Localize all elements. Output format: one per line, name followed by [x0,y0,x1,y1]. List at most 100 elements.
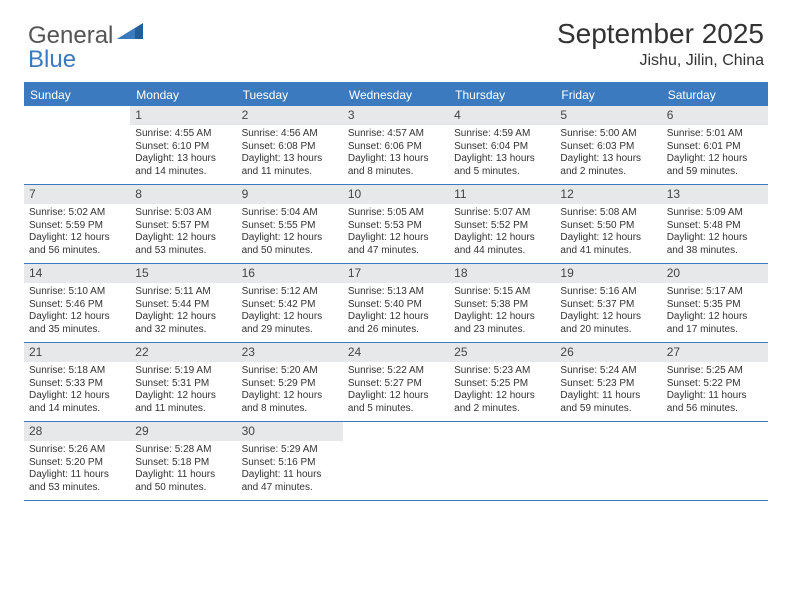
sunrise-text: Sunrise: 4:55 AM [135,128,231,141]
sunset-text: Sunset: 5:46 PM [29,299,125,312]
location: Jishu, Jilin, China [557,52,764,70]
day-cell: 7Sunrise: 5:02 AMSunset: 5:59 PMDaylight… [24,185,130,263]
daylight-text: Daylight: 11 hours and 59 minutes. [560,390,656,415]
week-row: 28 Sunrise: 5:26 AMSunset: 5:20 PM Dayligh… [24,422,768,501]
day-cell: 17Sunrise: 5:13 AMSunset: 5:40 PMDayligh… [343,264,449,342]
daylight-text: Daylight: 13 hours and 14 minutes. [135,153,231,178]
sunset-text: Sunset: 5:44 PM [135,299,231,312]
day-number: 18 [449,264,555,283]
sunrise-text: Sunrise: 5:26 AM [29,444,125,457]
day-number: 2 [237,106,343,125]
sunrise-text: Sunrise: 5:05 AM [348,207,444,220]
sunrise-text: Sunrise: 4:59 AM [454,128,550,141]
sunset-text: Sunset: 5:50 PM [560,220,656,233]
sunrise-text: Sunrise: 5:15 AM [454,286,550,299]
day-cell: 5Sunrise: 5:00 AMSunset: 6:03 PMDaylight… [555,106,661,184]
sunrise-text: Sunrise: 5:09 AM [667,207,763,220]
daylight-text: Daylight: 12 hours and 35 minutes. [29,311,125,336]
day-cell: 15 Sunrise: 5:11 AMSunset: 5:44 PMDayligh… [130,264,236,342]
day-number: 11 [449,185,555,204]
sunrise-text: Sunrise: 5:01 AM [667,128,763,141]
day-number: 1 [130,106,236,125]
dow-row: SundayMondayTuesdayWednesdayThursdayFrid… [24,84,768,106]
sunrise-text: Sunrise: 5:02 AM [29,207,125,220]
day-number: 15 [130,264,236,283]
sunrise-text: Sunrise: 5:11 AM [135,286,231,299]
day-cell: 2Sunrise: 4:56 AMSunset: 6:08 PMDaylight… [237,106,343,184]
day-cell: 12Sunrise: 5:08 AMSunset: 5:50 PMDayligh… [555,185,661,263]
day-cell: 20Sunrise: 5:17 AMSunset: 5:35 PMDayligh… [662,264,768,342]
dow-cell: Wednesday [343,84,449,106]
daylight-text: Daylight: 13 hours and 5 minutes. [454,153,550,178]
day-cell [343,422,449,500]
daylight-text: Daylight: 12 hours and 26 minutes. [348,311,444,336]
sunset-text: Sunset: 5:42 PM [242,299,338,312]
day-number: 23 [237,343,343,362]
daylight-text: Daylight: 12 hours and 50 minutes. [242,232,338,257]
day-cell: 21Sunrise: 5:18 AMSunset: 5:33 PMDayligh… [24,343,130,421]
day-number: 19 [555,264,661,283]
daylight-text: Daylight: 12 hours and 59 minutes. [667,153,763,178]
day-number: 6 [662,106,768,125]
sunrise-text: Sunrise: 5:22 AM [348,365,444,378]
day-number: 21 [24,343,130,362]
day-number: 27 [662,343,768,362]
title-block: September 2025 Jishu, Jilin, China [557,18,764,70]
day-cell: 22Sunrise: 5:19 AMSunset: 5:31 PMDayligh… [130,343,236,421]
sunset-text: Sunset: 6:06 PM [348,141,444,154]
sunrise-text: Sunrise: 4:57 AM [348,128,444,141]
sunrise-text: Sunrise: 5:07 AM [454,207,550,220]
calendar: SundayMondayTuesdayWednesdayThursdayFrid… [24,82,768,501]
sunset-text: Sunset: 5:29 PM [242,378,338,391]
day-number: 29 [130,422,236,441]
daylight-text: Daylight: 12 hours and 23 minutes. [454,311,550,336]
dow-cell: Friday [555,84,661,106]
day-number: 30 [237,422,343,441]
daylight-text: Daylight: 12 hours and 5 minutes. [348,390,444,415]
sunrise-text: Sunrise: 5:16 AM [560,286,656,299]
sunrise-text: Sunrise: 5:04 AM [242,207,338,220]
day-cell [555,422,661,500]
day-cell: 29Sunrise: 5:28 AMSunset: 5:18 PMDayligh… [130,422,236,500]
sunset-text: Sunset: 5:35 PM [667,299,763,312]
sunset-text: Sunset: 5:55 PM [242,220,338,233]
daylight-text: Daylight: 13 hours and 11 minutes. [242,153,338,178]
sunrise-text: Sunrise: 5:18 AM [29,365,125,378]
sunset-text: Sunset: 6:03 PM [560,141,656,154]
week-row: 1Sunrise: 4:55 AMSunset: 6:10 PMDaylight… [24,106,768,185]
week-row: 21Sunrise: 5:18 AMSunset: 5:33 PMDayligh… [24,343,768,422]
daylight-text: Daylight: 12 hours and 32 minutes. [135,311,231,336]
day-cell: 3Sunrise: 4:57 AMSunset: 6:06 PMDaylight… [343,106,449,184]
day-number: 8 [130,185,236,204]
dow-cell: Saturday [662,84,768,106]
daylight-text: Daylight: 12 hours and 56 minutes. [29,232,125,257]
daylight-text: Daylight: 11 hours and 47 minutes. [242,469,338,494]
daylight-text: Daylight: 12 hours and 14 minutes. [29,390,125,415]
day-number: 10 [343,185,449,204]
logo-triangle-icon [117,18,143,46]
sunrise-text: Sunrise: 5:28 AM [135,444,231,457]
daylight-text: Daylight: 12 hours and 20 minutes. [560,311,656,336]
daylight-text: Daylight: 13 hours and 8 minutes. [348,153,444,178]
sunset-text: Sunset: 5:18 PM [135,457,231,470]
header: General September 2025 Jishu, Jilin, Chi… [0,0,792,78]
day-number: 7 [24,185,130,204]
sunset-text: Sunset: 5:37 PM [560,299,656,312]
sunrise-text: Sunrise: 5:19 AM [135,365,231,378]
sunset-text: Sunset: 5:27 PM [348,378,444,391]
day-cell: 9Sunrise: 5:04 AMSunset: 5:55 PMDaylight… [237,185,343,263]
sunset-text: Sunset: 6:04 PM [454,141,550,154]
dow-cell: Sunday [24,84,130,106]
day-number: 28 [24,422,130,441]
daylight-text: Daylight: 12 hours and 8 minutes. [242,390,338,415]
sunset-text: Sunset: 5:20 PM [29,457,125,470]
sunrise-text: Sunrise: 5:00 AM [560,128,656,141]
sunrise-text: Sunrise: 5:23 AM [454,365,550,378]
sunset-text: Sunset: 5:52 PM [454,220,550,233]
day-number: 16 [237,264,343,283]
dow-cell: Thursday [449,84,555,106]
day-cell: 1Sunrise: 4:55 AMSunset: 6:10 PMDaylight… [130,106,236,184]
day-cell: 28Sunrise: 5:26 AMSunset: 5:20 PMDayligh… [24,422,130,500]
day-cell: 18Sunrise: 5:15 AMSunset: 5:38 PMDayligh… [449,264,555,342]
sunrise-text: Sunrise: 5:08 AM [560,207,656,220]
